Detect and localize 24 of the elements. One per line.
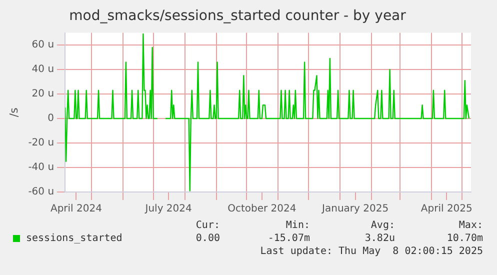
chart-title: mod_smacks/sessions_started counter - by year <box>69 8 406 24</box>
y-axis-title: /s <box>7 107 20 118</box>
x-tick-label: October 2024 <box>228 204 296 215</box>
text: -15.07m <box>266 233 310 244</box>
x-tick-label: July 2024 <box>144 204 192 215</box>
text: Avg: <box>370 220 395 231</box>
y-tick-label: 20 u <box>32 88 54 100</box>
text: 0.00 <box>194 233 220 244</box>
y-tick-label: -20 u <box>28 138 54 149</box>
text: Min: <box>284 220 310 231</box>
text: Last update: Thu May 8 02:00:15 2025 <box>259 246 483 257</box>
y-tick-label: 40 u <box>32 64 54 76</box>
x-tick-label: January 2025 <box>321 204 389 215</box>
x-tick-label: April 2025 <box>420 204 472 215</box>
y-tick-label: 60 u <box>32 40 54 51</box>
text: 3.82u <box>364 233 395 244</box>
y-tick-label: -60 u <box>28 186 54 198</box>
legend-label: sessions_started <box>26 233 122 244</box>
y-tick-label: -40 u <box>28 162 54 174</box>
text: Max: <box>458 220 483 231</box>
text: 10.70m <box>446 233 483 244</box>
text: Cur: <box>194 220 220 231</box>
y-tick-label: 0 <box>48 113 54 124</box>
x-tick-label: April 2024 <box>50 204 102 215</box>
